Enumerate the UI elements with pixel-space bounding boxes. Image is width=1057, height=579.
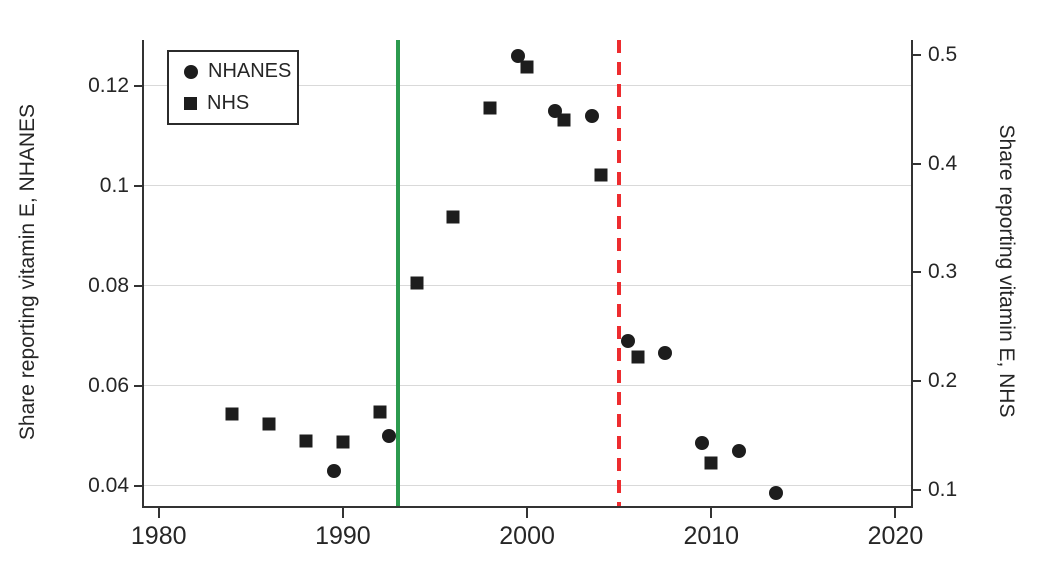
left-axis-title: Share reporting vitamin E, NHANES <box>16 103 39 441</box>
data-point-nhanes <box>381 428 396 443</box>
gridline <box>144 184 912 187</box>
data-point-nhs <box>704 456 718 470</box>
legend-label-nhanes: NHANES <box>208 60 292 83</box>
legend-item-nhanes: NHANES <box>184 60 297 83</box>
y-axis-right-line <box>911 40 913 508</box>
x-axis-tick-label: 2010 <box>683 522 740 550</box>
data-point-nhanes <box>768 486 783 500</box>
data-point-nhanes <box>695 436 710 450</box>
y-axis-right-tick-label: 0.2 <box>928 369 958 393</box>
y-axis-left-tick <box>134 284 142 287</box>
y-axis-left-tick-label: 0.12 <box>88 73 129 97</box>
y-axis-right-tick-label: 0.3 <box>928 260 958 284</box>
y-axis-right-tick <box>913 162 921 165</box>
y-axis-right-tick-label: 0.4 <box>928 151 958 175</box>
y-axis-left-tick-label: 0.04 <box>88 473 129 497</box>
y-axis-left-tick-label: 0.06 <box>88 373 129 397</box>
data-point-nhs <box>594 168 608 182</box>
legend-label-nhs: NHS <box>207 91 250 114</box>
y-axis-left-tick <box>134 484 142 487</box>
y-axis-right-tick-label: 0.1 <box>928 477 958 501</box>
circle-marker-icon <box>184 64 198 79</box>
x-axis-line <box>142 506 913 508</box>
square-marker-icon <box>184 96 197 110</box>
vline-green-solid-1993 <box>396 40 401 508</box>
data-point-nhs <box>483 101 497 115</box>
y-axis-right-tick <box>913 488 921 491</box>
data-point-nhanes <box>621 333 636 348</box>
data-point-nhs <box>631 350 645 364</box>
x-axis-tick-label: 2000 <box>499 522 555 550</box>
data-point-nhs <box>557 113 571 127</box>
right-axis-title: Share reporting vitamin E, NHS <box>995 124 1018 418</box>
x-axis-tick-label: 1990 <box>315 522 371 550</box>
x-axis-tick-label: 2020 <box>867 522 924 550</box>
vline-red-dashed-2005 <box>617 40 622 508</box>
data-point-nhanes <box>584 108 599 123</box>
y-axis-left-tick <box>134 84 142 87</box>
data-point-nhs <box>373 405 387 419</box>
y-axis-right-tick-label: 0.5 <box>928 43 958 66</box>
data-point-nhs <box>299 434 313 448</box>
legend-item-nhs: NHS <box>184 92 297 115</box>
data-point-nhs <box>446 210 460 224</box>
x-axis-tick <box>894 508 897 518</box>
data-point-nhs <box>225 407 239 421</box>
y-axis-left-tick-label: 0.1 <box>99 173 129 197</box>
y-axis-right-tick <box>913 271 921 274</box>
gridline <box>144 284 912 287</box>
y-axis-left-tick <box>134 384 142 387</box>
x-axis-tick-label: 1980 <box>130 522 187 550</box>
data-point-nhanes <box>326 463 341 478</box>
x-axis-tick <box>710 508 713 518</box>
x-axis-tick <box>526 508 529 518</box>
x-axis-tick <box>341 508 344 518</box>
y-axis-left-line <box>142 40 144 508</box>
legend: NHANES NHS <box>167 50 299 125</box>
y-axis-left-tick-label: 0.08 <box>88 273 129 297</box>
data-point-nhs <box>262 417 276 431</box>
y-axis-right-tick <box>913 54 921 56</box>
gridline <box>144 84 912 87</box>
y-axis-right-tick <box>913 380 921 383</box>
data-point-nhanes <box>510 48 525 63</box>
x-axis-tick <box>157 508 160 518</box>
gridline <box>144 484 912 487</box>
gridline <box>144 384 912 387</box>
data-point-nhs <box>410 276 424 290</box>
data-point-nhanes <box>658 346 673 360</box>
y-axis-left-tick <box>134 184 142 187</box>
data-point-nhs <box>336 435 350 449</box>
data-point-nhs <box>520 60 534 74</box>
data-point-nhanes <box>731 443 746 458</box>
